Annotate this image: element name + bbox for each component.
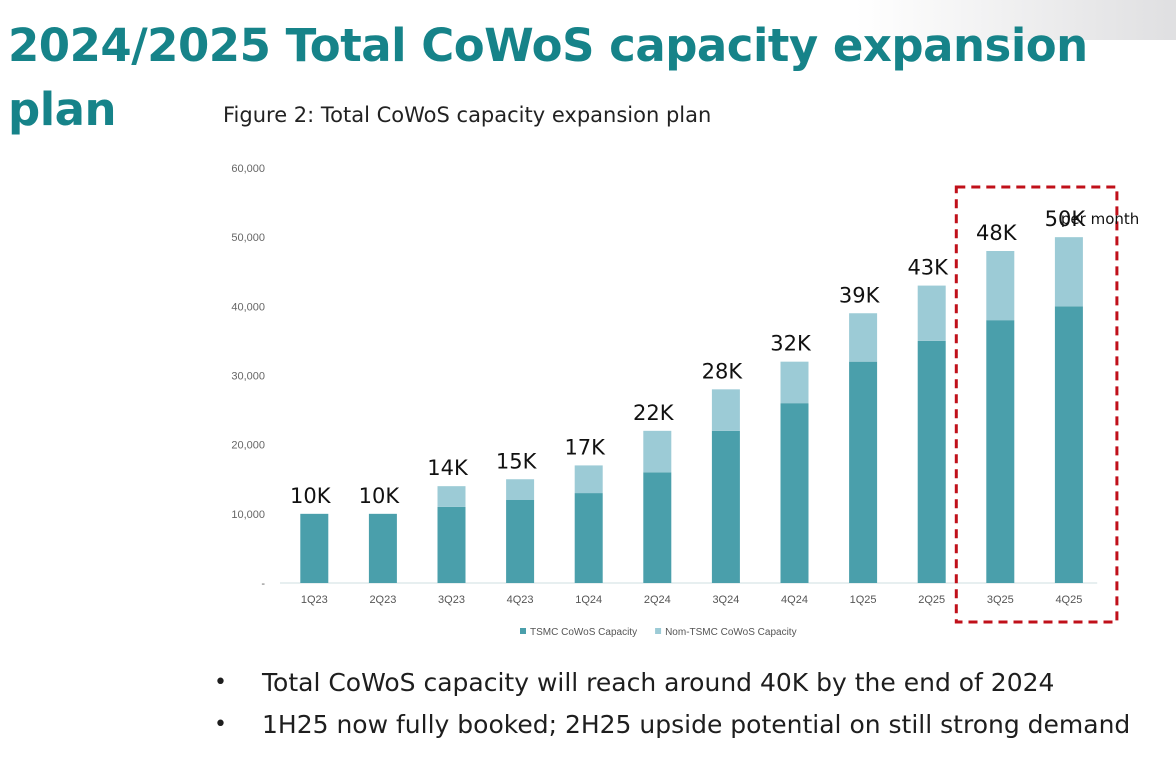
per-month-annotation: per month — [1061, 210, 1139, 228]
data-label: 48K — [976, 221, 1018, 245]
data-label: 17K — [564, 435, 606, 459]
bar-non-tsmc — [711, 389, 740, 431]
bar-non-tsmc — [574, 465, 603, 494]
x-tick-label: 1Q23 — [301, 594, 328, 606]
x-tick-label: 4Q23 — [507, 594, 534, 606]
bar-non-tsmc — [1054, 237, 1083, 307]
data-label: 10K — [290, 484, 332, 508]
x-tick-label: 2Q24 — [644, 594, 671, 606]
bar-tsmc — [986, 320, 1015, 583]
legend-label-non-tsmc: Nom-TSMC CoWoS Capacity — [665, 627, 797, 638]
slide-title: 2024/2025 Total CoWoS capacity expansion… — [8, 19, 1088, 136]
data-label: 39K — [839, 283, 881, 307]
bar-non-tsmc — [986, 251, 1015, 321]
x-tick-label: 3Q24 — [712, 594, 739, 606]
data-label: 22K — [633, 401, 675, 425]
x-tick-label: 1Q25 — [850, 594, 877, 606]
y-tick-label: 10,000 — [231, 509, 265, 521]
bar-tsmc — [437, 506, 466, 583]
bar-tsmc — [1054, 306, 1083, 583]
data-label: 28K — [702, 359, 744, 383]
legend-label-tsmc: TSMC CoWoS Capacity — [530, 627, 637, 638]
bar-tsmc — [368, 513, 397, 583]
y-tick-label: 30,000 — [231, 371, 265, 383]
x-tick-label: 4Q24 — [781, 594, 808, 606]
bullet-list: Total CoWoS capacity will reach around 4… — [210, 664, 1130, 748]
data-label: 50K — [1045, 207, 1087, 231]
bar-non-tsmc — [437, 486, 466, 507]
corner-shade — [856, 0, 1176, 40]
bar-tsmc — [917, 340, 946, 583]
bar-non-tsmc — [780, 361, 809, 404]
data-label: 32K — [770, 332, 812, 356]
y-tick-label: 40,000 — [231, 301, 265, 313]
bar-non-tsmc — [506, 479, 535, 500]
data-label: 14K — [427, 456, 469, 480]
highlight-box — [954, 185, 1119, 624]
bar-tsmc — [643, 472, 672, 583]
bar-tsmc — [849, 361, 878, 583]
data-label: 15K — [496, 449, 538, 473]
bar-tsmc — [780, 403, 809, 583]
figure-title: Figure 2: Total CoWoS capacity expansion… — [223, 103, 712, 127]
bar-non-tsmc — [917, 285, 946, 341]
x-tick-label: 3Q23 — [438, 594, 465, 606]
y-tick-label: - — [261, 578, 265, 590]
bullet-item: Total CoWoS capacity will reach around 4… — [210, 664, 1130, 706]
legend-swatch-tsmc — [520, 628, 526, 634]
bar-non-tsmc — [643, 430, 672, 473]
bar-tsmc — [574, 493, 603, 583]
data-label: 43K — [907, 256, 949, 280]
y-tick-label: 60,000 — [231, 163, 265, 175]
x-tick-label: 3Q25 — [987, 594, 1014, 606]
x-tick-label: 1Q24 — [575, 594, 602, 606]
legend-swatch-non-tsmc — [655, 628, 662, 634]
x-tick-label: 4Q25 — [1055, 594, 1082, 606]
bar-tsmc — [300, 513, 329, 583]
bullet-item: 1H25 now fully booked; 2H25 upside poten… — [210, 706, 1130, 748]
data-label: 10K — [359, 484, 401, 508]
y-tick-label: 20,000 — [231, 440, 265, 452]
x-tick-label: 2Q23 — [369, 594, 396, 606]
bar-non-tsmc — [849, 313, 878, 362]
y-tick-label: 50,000 — [231, 232, 265, 244]
x-tick-label: 2Q25 — [918, 594, 945, 606]
bar-tsmc — [506, 500, 535, 583]
bar-tsmc — [711, 430, 740, 583]
